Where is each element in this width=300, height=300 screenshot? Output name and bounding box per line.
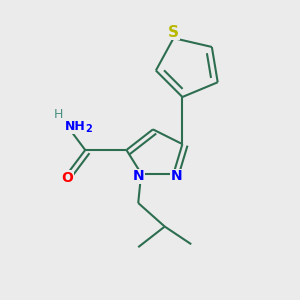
Text: N: N (171, 169, 182, 184)
Text: NH: NH (64, 120, 86, 133)
Text: S: S (168, 25, 179, 40)
Text: 2: 2 (85, 124, 92, 134)
Text: H: H (54, 108, 63, 121)
Text: N: N (132, 169, 144, 184)
Text: O: O (61, 171, 74, 185)
